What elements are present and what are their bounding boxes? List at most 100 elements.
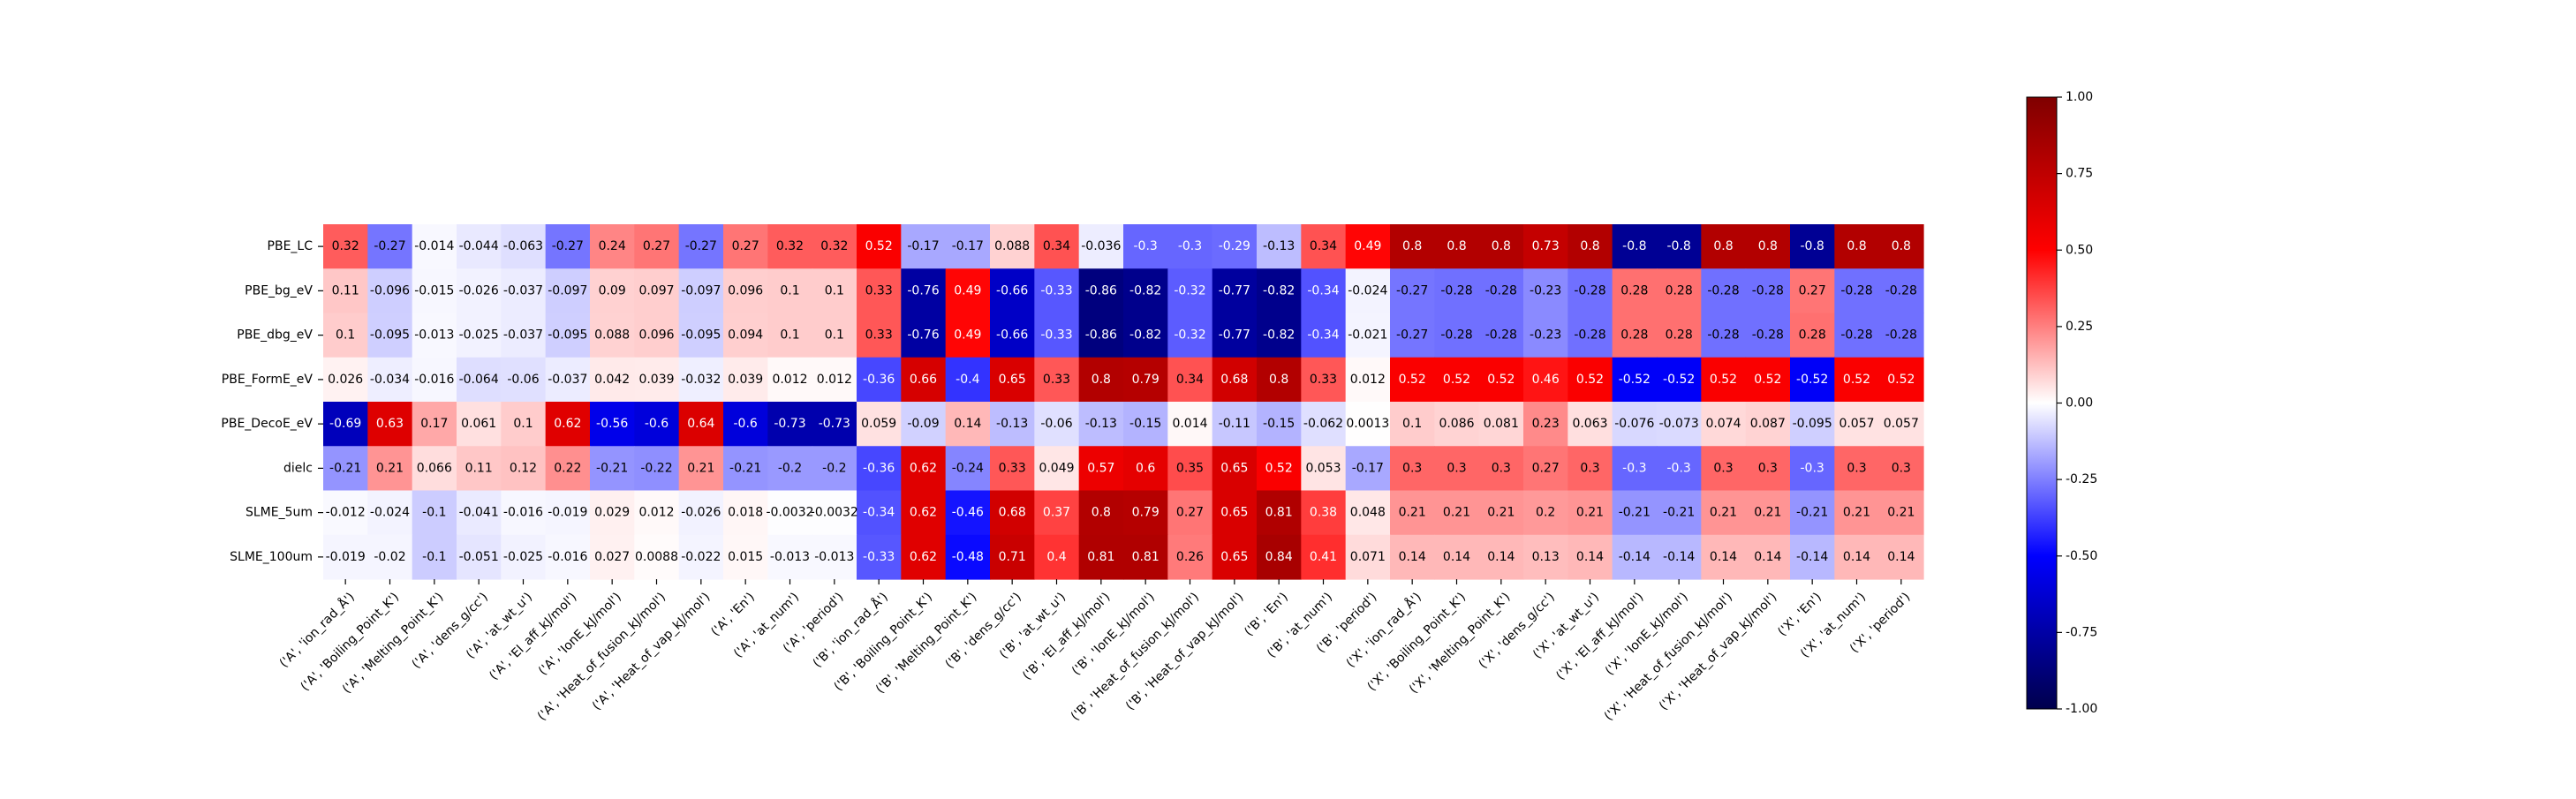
cell-value-label: -0.095: [370, 328, 410, 343]
heatmap-cell: [1345, 268, 1391, 314]
heatmap-cell: [501, 313, 547, 358]
heatmap-cell: [678, 313, 724, 358]
cell-value-label: 0.33: [1043, 373, 1070, 387]
heatmap-cell: [1212, 402, 1258, 447]
heatmap-cell: [323, 357, 368, 403]
heatmap-cell: [545, 313, 591, 358]
cell-value-label: -0.036: [1081, 239, 1121, 253]
heatmap-cell: [1212, 490, 1258, 536]
heatmap-cell: [1657, 534, 1702, 580]
y-tick-label: SLME_100um: [230, 550, 313, 564]
cell-value-label: -0.32: [1174, 283, 1205, 298]
heatmap-cell: [901, 224, 947, 269]
heatmap-cell: [1167, 268, 1213, 314]
cell-value-label: -0.024: [1348, 283, 1387, 298]
y-tick-label: PBE_dbg_eV: [237, 328, 313, 343]
cell-value-label: 0.8: [1892, 239, 1911, 253]
cell-value-label: 0.018: [728, 506, 763, 520]
heatmap-cell: [723, 446, 768, 492]
cell-value-label: -0.23: [1530, 328, 1561, 343]
cell-value-label: -0.34: [863, 506, 895, 520]
cell-value-label: -0.3: [1801, 461, 1824, 475]
cell-value-label: -0.28: [1485, 283, 1517, 298]
cell-value-label: -0.037: [503, 328, 543, 343]
cell-value-label: -0.21: [1619, 506, 1651, 520]
cell-value-label: 0.6: [1136, 461, 1155, 475]
cell-value-label: -0.36: [863, 461, 895, 475]
heatmap-cell: [678, 402, 724, 447]
heatmap-cell: [1123, 224, 1168, 269]
cell-value-label: 0.3: [1758, 461, 1778, 475]
heatmap-cell: [412, 224, 457, 269]
cell-value-label: 0.12: [510, 461, 537, 475]
heatmap-cell: [323, 490, 368, 536]
cell-value-label: -0.28: [1707, 283, 1739, 298]
cell-value-label: -0.77: [1219, 328, 1250, 343]
heatmap-cell: [1478, 357, 1524, 403]
heatmap-cell: [812, 402, 857, 447]
cell-value-label: 0.27: [643, 239, 670, 253]
cell-value-label: -0.69: [329, 417, 361, 431]
heatmap-cell: [1434, 313, 1480, 358]
cell-value-label: -0.032: [681, 373, 721, 387]
cell-value-label: -0.022: [681, 550, 721, 564]
heatmap-cell: [901, 490, 947, 536]
cell-value-label: 0.061: [461, 417, 496, 431]
cell-value-label: 0.21: [376, 461, 404, 475]
heatmap-cell: [457, 313, 502, 358]
heatmap-cell: [1345, 534, 1391, 580]
heatmap-cell: [723, 402, 768, 447]
cell-value-label: 0.41: [1310, 550, 1337, 564]
cell-value-label: 0.094: [728, 328, 763, 343]
cell-value-label: 0.012: [772, 373, 807, 387]
cell-value-label: 0.048: [1350, 506, 1386, 520]
heatmap-cell: [1878, 224, 1924, 269]
heatmap-cell: [990, 402, 1035, 447]
cell-value-label: 0.52: [1710, 373, 1737, 387]
cell-value-label: 0.8: [1847, 239, 1866, 253]
heatmap-cell: [901, 402, 947, 447]
heatmap-cell: [1790, 357, 1835, 403]
cell-value-label: -0.21: [729, 461, 761, 475]
heatmap-cell: [412, 268, 457, 314]
cell-value-label: 0.27: [1799, 283, 1826, 298]
cell-value-label: -0.28: [1485, 328, 1517, 343]
cell-value-label: 0.21: [1443, 506, 1470, 520]
cell-value-label: 0.012: [817, 373, 852, 387]
cell-value-label: 0.52: [1443, 373, 1470, 387]
heatmap-cell: [812, 490, 857, 536]
heatmap-cell: [1657, 490, 1702, 536]
heatmap-cell: [723, 534, 768, 580]
heatmap-cell: [1078, 224, 1124, 269]
colorbar-tick-label: -0.50: [2066, 549, 2097, 563]
heatmap-cell: [1745, 446, 1791, 492]
heatmap-cell: [857, 402, 902, 447]
heatmap-cell: [1657, 402, 1702, 447]
cell-value-label: 0.039: [728, 373, 763, 387]
cell-value-label: 0.088: [994, 239, 1030, 253]
cell-value-label: 0.23: [1532, 417, 1560, 431]
heatmap-cell: [1745, 357, 1791, 403]
heatmap-cell: [1434, 534, 1480, 580]
cell-value-label: 0.34: [1310, 239, 1337, 253]
heatmap-cell: [1390, 357, 1435, 403]
cell-value-label: -0.22: [640, 461, 672, 475]
x-tick-label: ('A', 'ion_rad_Å'): [276, 590, 358, 671]
cell-value-label: 0.086: [1439, 417, 1474, 431]
heatmap-cell: [1345, 490, 1391, 536]
colorbar-gradient: [2026, 96, 2058, 710]
cell-value-label: -0.8: [1667, 239, 1691, 253]
cell-value-label: -0.025: [459, 328, 499, 343]
cell-value-label: 0.84: [1265, 550, 1293, 564]
cell-value-label: -0.013: [814, 550, 854, 564]
cell-value-label: -0.013: [414, 328, 454, 343]
heatmap-cell: [1123, 534, 1168, 580]
heatmap-cell: [1212, 313, 1258, 358]
cell-value-label: -0.3: [1622, 461, 1646, 475]
heatmap-cell: [678, 268, 724, 314]
heatmap-cell: [1701, 490, 1747, 536]
heatmap-cell: [1834, 534, 1880, 580]
cell-value-label: 0.52: [1576, 373, 1604, 387]
heatmap-cell: [1523, 268, 1568, 314]
cell-value-label: 0.14: [1399, 550, 1426, 564]
